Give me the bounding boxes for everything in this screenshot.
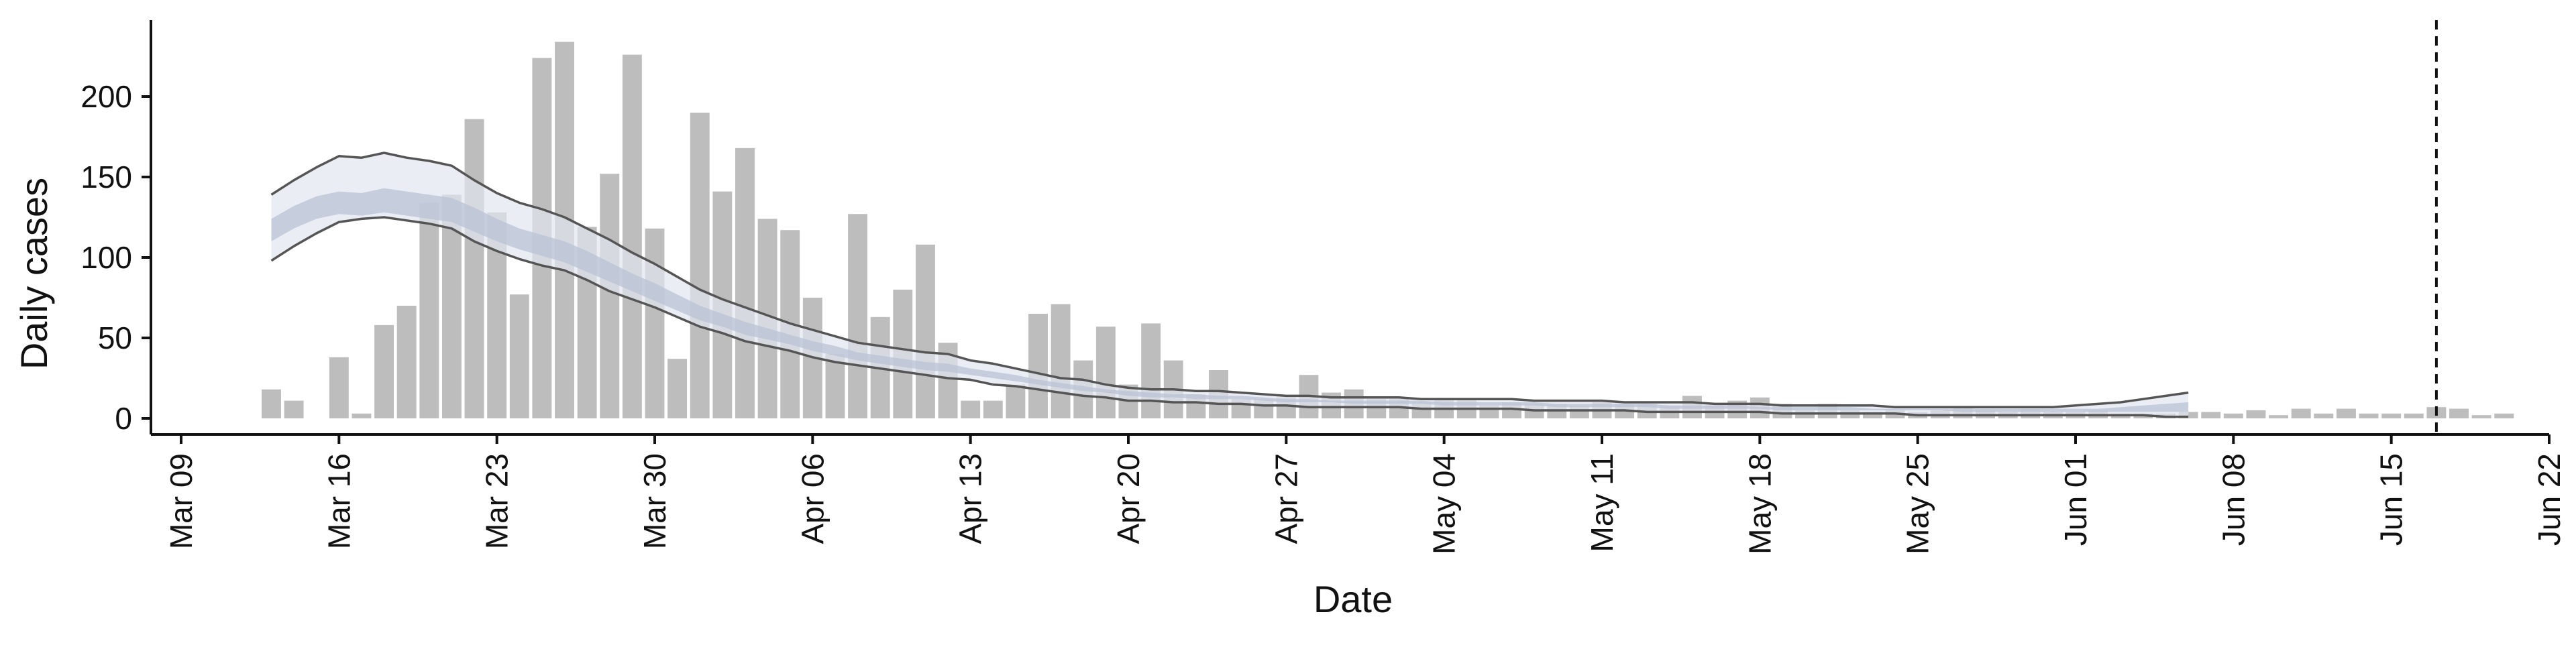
x-tick-label: Mar 30 [637, 453, 672, 549]
case-bar [2223, 413, 2243, 418]
case-bar [667, 359, 688, 418]
case-bar [1141, 323, 1161, 418]
x-tick-label: May 25 [1900, 453, 1935, 554]
x-tick-label: Apr 06 [795, 453, 830, 544]
case-bar [983, 400, 1003, 418]
x-tick-label: May 04 [1427, 453, 1462, 554]
x-tick-label: Jun 22 [2532, 453, 2567, 546]
case-bar [2269, 415, 2289, 418]
case-bar [2291, 408, 2311, 418]
case-bar [419, 202, 439, 418]
case-bar [329, 357, 349, 418]
case-bar [352, 413, 372, 418]
case-bar [915, 244, 935, 418]
x-tick-label: Apr 13 [953, 453, 988, 544]
x-tick-label: Jun 15 [2374, 453, 2409, 546]
case-bar [2314, 413, 2334, 418]
case-bar [2336, 408, 2356, 418]
y-tick-label: 0 [115, 401, 132, 436]
x-tick-label: Mar 09 [164, 453, 199, 549]
case-bar [1862, 412, 1882, 418]
case-bar [262, 389, 281, 418]
case-bar [1051, 304, 1071, 418]
inner-interval-band [271, 188, 2189, 412]
lower-bound-line [270, 216, 2189, 418]
x-tick-label: May 11 [1585, 453, 1619, 552]
model-band-layer [270, 152, 2189, 418]
case-bar [600, 174, 620, 418]
case-bar [825, 354, 845, 418]
case-bar [2246, 410, 2266, 418]
case-bar [2471, 415, 2491, 418]
case-bar [622, 54, 642, 419]
case-bar [2201, 412, 2221, 418]
case-bar [1006, 384, 1026, 418]
case-bar [2359, 413, 2379, 418]
case-bar [284, 400, 304, 418]
case-bar [2494, 413, 2514, 418]
case-bar [690, 113, 710, 418]
y-tick-label: 150 [80, 160, 132, 194]
x-tick-label: Apr 27 [1269, 453, 1303, 544]
x-tick-label: Mar 16 [321, 453, 356, 549]
case-bar [645, 228, 665, 418]
x-tick-label: May 18 [1742, 453, 1777, 554]
case-bar [2381, 413, 2402, 418]
y-axis-label: Daily cases [13, 178, 55, 369]
x-tick-label: Mar 23 [480, 453, 515, 549]
upper-bound-line [270, 152, 2189, 408]
x-tick-label: Apr 20 [1111, 453, 1146, 544]
case-bar [2404, 413, 2424, 418]
case-bar [509, 294, 529, 418]
y-tick-label: 50 [98, 320, 132, 355]
bars-layer [262, 42, 2514, 419]
y-tick-label: 200 [80, 79, 132, 114]
x-axis-label: Date [1313, 578, 1393, 620]
case-bar [396, 306, 417, 418]
case-bar [1095, 327, 1116, 418]
y-tick-label: 100 [80, 240, 132, 275]
case-bar [374, 325, 394, 418]
case-bar [735, 148, 755, 419]
case-bar [961, 400, 981, 418]
x-tick-label: Jun 08 [2216, 453, 2251, 546]
x-tick-label: Jun 01 [2058, 453, 2093, 546]
case-bar [1028, 314, 1048, 418]
case-bar [464, 119, 484, 418]
case-bar [848, 214, 868, 418]
case-bar [2449, 408, 2469, 418]
axes-layer: 0 50 100 150 200 Mar 09 Mar 16 Mar 23 Mar 30 Apr … [80, 20, 2567, 554]
